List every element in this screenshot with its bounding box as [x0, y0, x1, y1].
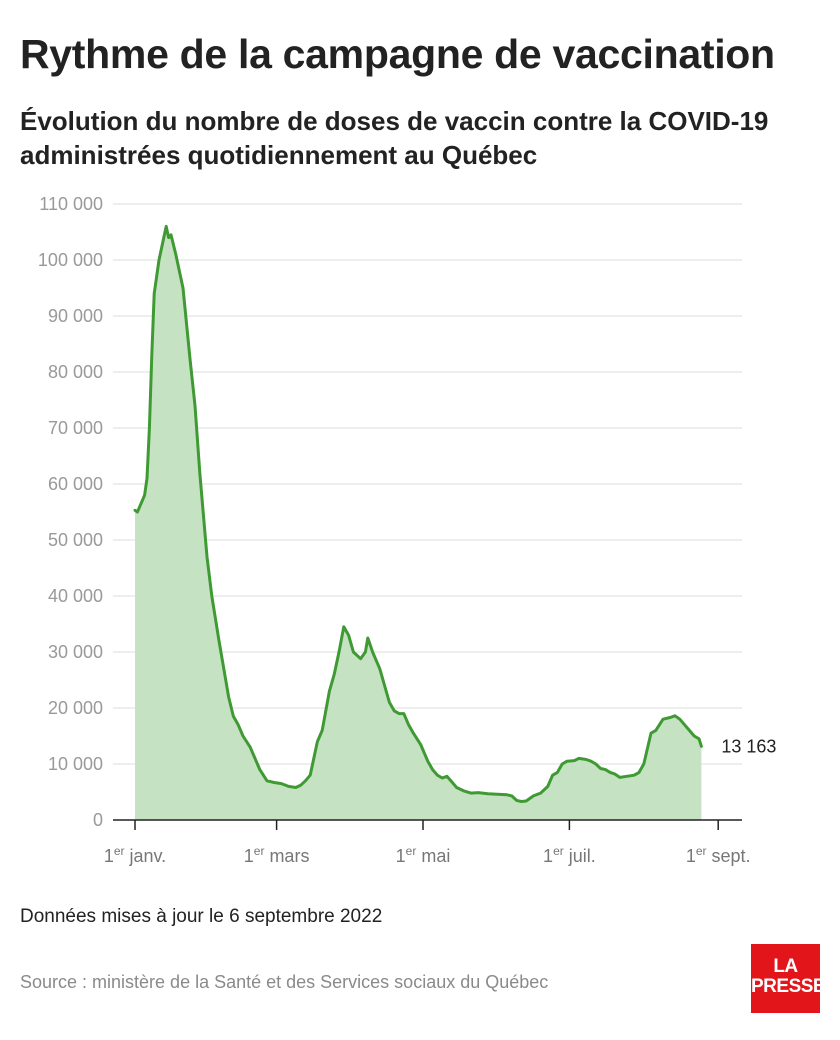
y-tick-label: 40 000	[48, 586, 103, 606]
source-note: Source : ministère de la Santé et des Se…	[20, 972, 549, 992]
y-tick-label: 30 000	[48, 642, 103, 662]
y-tick-label: 20 000	[48, 698, 103, 718]
x-axis-ticks: 1er janv. 1er mars 1er mai 1er juil. 1er sep…	[104, 820, 751, 866]
y-tick-label: 110 000	[39, 194, 103, 214]
y-tick-label: 10 000	[48, 754, 103, 774]
y-tick-label: 50 000	[48, 530, 103, 550]
chart-title: Rythme de la campagne de vaccination	[20, 31, 775, 77]
y-tick-label: 60 000	[48, 474, 103, 494]
last-value-label: 13 163	[721, 736, 776, 756]
y-tick-label: 100 000	[38, 250, 103, 270]
y-tick-label: 80 000	[48, 362, 103, 382]
y-tick-label: 70 000	[48, 418, 103, 438]
x-tick-label: 1er mai	[396, 844, 451, 866]
x-tick-label: 1er juil.	[543, 844, 596, 866]
logo-line-2: PRESSE	[751, 976, 826, 997]
update-note: Données mises à jour le 6 septembre 2022	[20, 906, 383, 927]
x-tick-label: 1er mars	[244, 844, 310, 866]
chart-subtitle: Évolution du nombre de doses de vaccin c…	[20, 106, 769, 170]
vaccination-area-chart: 0 10 000 20 000 30 000 40 000 50 000 60 000 70 …	[38, 194, 777, 866]
series-line	[133, 224, 703, 803]
x-tick-label: 1er sept.	[686, 844, 751, 866]
series-area	[135, 226, 702, 820]
la-presse-logo: LA PRESSE	[751, 944, 826, 1013]
y-axis-ticks: 0 10 000 20 000 30 000 40 000 50 000 60 000 70 …	[38, 194, 103, 830]
x-tick-label: 1er janv.	[104, 844, 166, 866]
y-tick-label: 90 000	[48, 306, 103, 326]
logo-line-1: LA	[773, 956, 798, 977]
y-tick-label: 0	[93, 810, 103, 830]
